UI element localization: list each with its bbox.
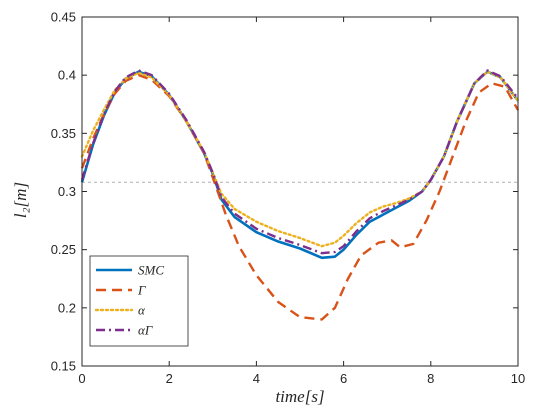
y-tick-label: 0.3 bbox=[58, 184, 76, 199]
y-tick-label: 0.2 bbox=[58, 300, 76, 315]
y-axis-label: l₂[m] bbox=[11, 182, 30, 218]
legend-label-3: αΓ bbox=[138, 323, 153, 338]
series-line-1 bbox=[80, 73, 520, 321]
x-tick-label: 8 bbox=[427, 371, 434, 386]
x-tick-label: 6 bbox=[340, 371, 347, 386]
legend-label-0: SMC bbox=[138, 263, 164, 278]
y-tick-label: 0.15 bbox=[51, 359, 76, 374]
series-line-2 bbox=[80, 70, 520, 248]
y-tick-label: 0.25 bbox=[51, 242, 76, 257]
x-tick-label: 2 bbox=[166, 371, 173, 386]
x-tick-label: 4 bbox=[253, 371, 260, 386]
x-tick-label: 10 bbox=[511, 371, 525, 386]
y-tick-label: 0.45 bbox=[51, 10, 76, 25]
x-axis-label: time[s] bbox=[275, 387, 324, 406]
series-line-3 bbox=[80, 69, 519, 255]
x-tick-label: 0 bbox=[78, 371, 85, 386]
y-tick-label: 0.35 bbox=[51, 126, 76, 141]
legend-label-2: α bbox=[138, 303, 146, 318]
legend-label-1: Γ bbox=[137, 283, 146, 298]
y-tick-label: 0.4 bbox=[58, 68, 76, 83]
legend: SMC Γα αΓ bbox=[89, 255, 189, 347]
